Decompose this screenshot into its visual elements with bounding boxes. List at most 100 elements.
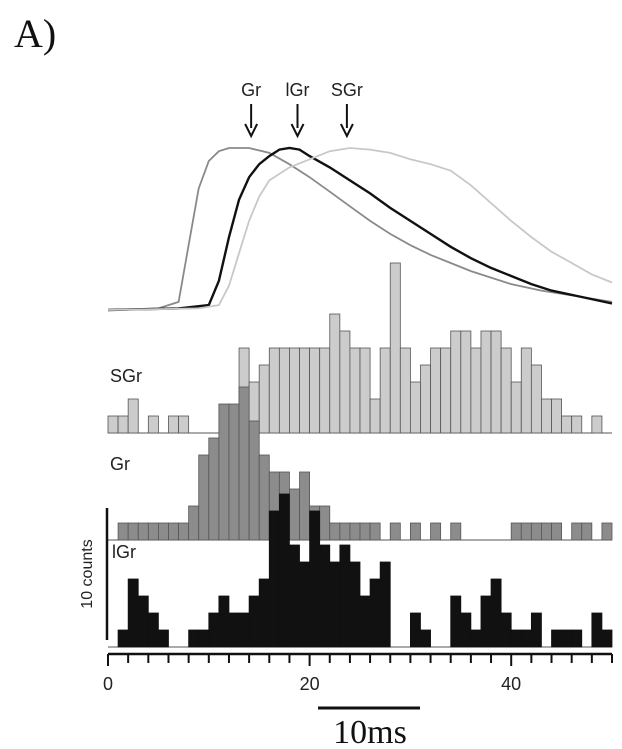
- arrow-head: [340, 123, 354, 139]
- hist-bar: [470, 347, 482, 434]
- hist-bar: [541, 522, 552, 541]
- hist-bar: [359, 595, 371, 648]
- hist-bar: [299, 561, 310, 648]
- trace-lgr: [107, 146, 613, 312]
- hist-bar: [188, 505, 200, 541]
- hist-bar: [289, 347, 300, 434]
- hist-bar: [409, 612, 421, 648]
- hist-bar: [208, 612, 220, 648]
- hist-bar: [480, 330, 492, 434]
- hist-bar: [339, 330, 351, 434]
- hist-bar: [329, 522, 341, 541]
- hist-bar: [409, 381, 421, 434]
- hist-bar: [460, 330, 472, 434]
- hist-bar: [117, 415, 129, 434]
- hist-bar: [137, 595, 149, 648]
- hist-bar: [178, 415, 190, 434]
- histogram-sgr: [107, 262, 612, 434]
- time-scale-bar: 10ms: [318, 706, 420, 749]
- hist-bar: [359, 347, 371, 434]
- histogram-label-lgr: lGr: [112, 542, 136, 562]
- hist-bar: [228, 403, 240, 541]
- hist-bar: [349, 522, 361, 541]
- hist-bar: [299, 347, 310, 434]
- hist-bar: [420, 629, 431, 648]
- hist-bar: [460, 612, 472, 648]
- hist-bar: [278, 493, 290, 648]
- hist-bar: [450, 522, 462, 541]
- arrow-label-sgr: SGr: [331, 80, 363, 100]
- arrow-head: [290, 123, 305, 139]
- hist-bar: [127, 522, 139, 541]
- hist-bar: [490, 330, 502, 434]
- histogram-labels: SGr Gr lGr: [110, 366, 142, 562]
- hist-bar: [591, 612, 603, 648]
- hist-bar: [299, 471, 310, 541]
- hist-bar: [238, 386, 250, 541]
- hist-bar: [530, 522, 542, 541]
- hist-bar: [248, 420, 260, 541]
- hist-bar: [530, 612, 542, 648]
- hist-bar: [359, 522, 371, 541]
- hist-bar: [319, 505, 331, 541]
- hist-bar: [379, 561, 391, 648]
- hist-bar: [591, 415, 603, 434]
- hist-bar: [117, 629, 129, 648]
- hist-bar: [147, 612, 159, 648]
- hist-bar: [561, 415, 573, 434]
- hist-bar: [379, 347, 391, 434]
- hist-bar: [188, 629, 200, 648]
- trace-gr: [107, 147, 613, 311]
- hist-bar: [369, 578, 381, 648]
- hist-bar: [520, 629, 532, 648]
- hist-bar: [520, 347, 532, 434]
- hist-bar: [258, 454, 270, 541]
- hist-bar: [258, 364, 270, 434]
- hist-bar: [480, 595, 492, 648]
- x-tick-label: 40: [501, 674, 521, 694]
- y-scale-label: 10 counts: [79, 539, 96, 608]
- hist-bar: [561, 629, 573, 648]
- hist-bar: [198, 454, 210, 541]
- hist-bar: [168, 415, 179, 434]
- hist-bar: [248, 595, 260, 648]
- hist-bar: [218, 403, 230, 541]
- hist-bar: [258, 578, 270, 648]
- hist-bar: [520, 522, 532, 541]
- hist-bar: [440, 347, 452, 434]
- hist-bar: [107, 415, 119, 434]
- hist-bar: [157, 522, 169, 541]
- hist-bar: [198, 629, 210, 648]
- hist-bar: [500, 612, 512, 648]
- hist-bar: [450, 330, 462, 434]
- hist-bar: [409, 522, 421, 541]
- hist-bar: [389, 522, 401, 541]
- hist-bar: [450, 595, 462, 648]
- hist-bar: [399, 347, 411, 434]
- hist-bar: [289, 488, 300, 541]
- time-scale-label: 10ms: [333, 714, 407, 749]
- hist-bar: [218, 595, 230, 648]
- x-axis: 0 20 40: [103, 652, 613, 694]
- x-tick-label: 20: [300, 674, 320, 694]
- histogram-label-gr: Gr: [110, 454, 130, 474]
- peak-arrows: Gr lGr SGr: [241, 80, 363, 139]
- histogram-lgr: [108, 493, 613, 648]
- hist-bar: [551, 522, 563, 541]
- hist-bar: [500, 347, 512, 434]
- hist-bar: [571, 629, 583, 648]
- hist-bar: [430, 347, 442, 434]
- hist-bar: [319, 544, 331, 648]
- hist-bar: [551, 629, 563, 648]
- hist-bar: [601, 522, 613, 541]
- hist-bar: [369, 522, 381, 541]
- histograms: [107, 262, 613, 648]
- hist-bar: [147, 522, 159, 541]
- y-scale-bar: 10 counts: [79, 508, 109, 640]
- hist-bar: [168, 522, 179, 541]
- hist-bar: [571, 522, 583, 541]
- hist-bar: [430, 522, 442, 541]
- arrow-label-gr: Gr: [241, 80, 261, 100]
- hist-bar: [530, 364, 542, 434]
- hist-bar: [510, 381, 522, 434]
